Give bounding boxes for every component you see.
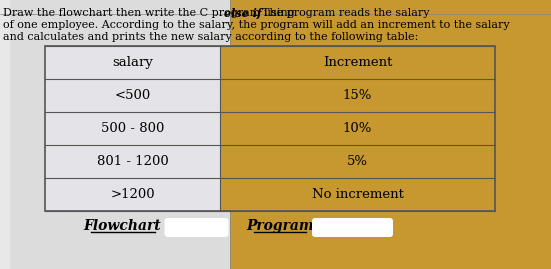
Bar (45, 46, 220, 211)
Text: else if: else if (224, 8, 262, 19)
Text: 15%: 15% (343, 89, 372, 102)
Text: >1200: >1200 (110, 188, 155, 201)
Text: 500 - 800: 500 - 800 (101, 122, 164, 135)
Bar (0, 0, 10, 269)
Bar (45, 46, 495, 211)
Text: Flowchart: Flowchart (84, 219, 161, 233)
Text: and calculates and prints the new salary according to the following table:: and calculates and prints the new salary… (3, 32, 418, 42)
Bar (220, 46, 495, 211)
FancyBboxPatch shape (165, 218, 229, 237)
Text: No increment: No increment (311, 188, 403, 201)
Text: Program: Program (246, 219, 314, 233)
Text: of one employee. According to the salary, the program will add an increment to t: of one employee. According to the salary… (3, 20, 510, 30)
Text: salary: salary (112, 56, 153, 69)
Text: . The program reads the salary: . The program reads the salary (255, 8, 429, 18)
Text: <500: <500 (115, 89, 150, 102)
Text: 801 - 1200: 801 - 1200 (96, 155, 169, 168)
Text: Increment: Increment (323, 56, 392, 69)
FancyBboxPatch shape (312, 218, 393, 237)
Text: 5%: 5% (347, 155, 368, 168)
Text: 10%: 10% (343, 122, 372, 135)
Text: Draw the flowchart then write the C program using: Draw the flowchart then write the C prog… (3, 8, 298, 18)
Bar (0, 0, 230, 269)
